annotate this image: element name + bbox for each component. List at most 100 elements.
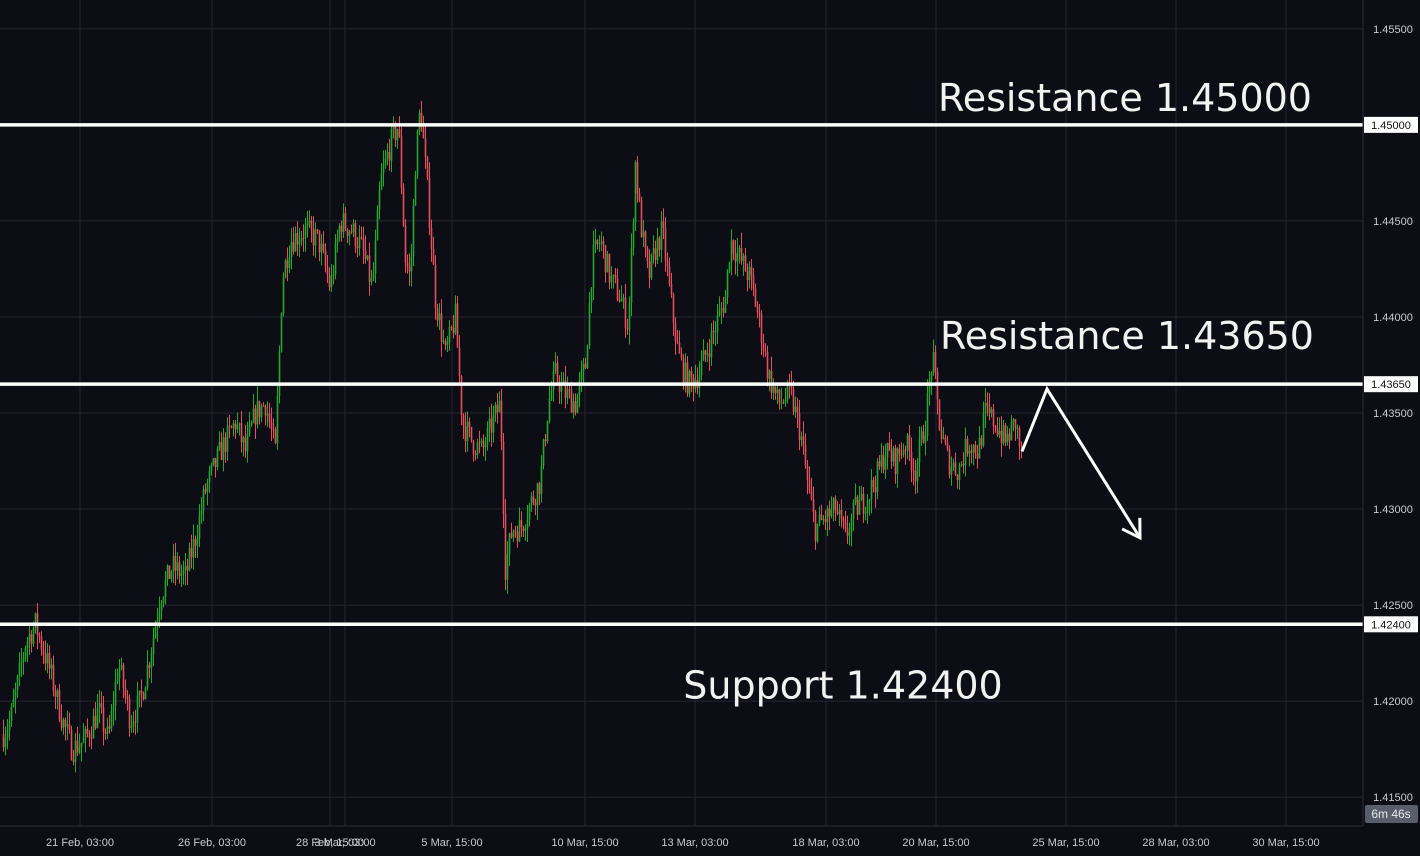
candle bbox=[654, 240, 657, 267]
candle bbox=[628, 296, 631, 345]
candle-body bbox=[208, 470, 211, 483]
candle-body bbox=[330, 275, 333, 288]
candle bbox=[282, 272, 285, 317]
candle-body bbox=[262, 405, 265, 407]
candle-body bbox=[178, 562, 181, 576]
candle bbox=[130, 715, 133, 733]
candle-body bbox=[122, 665, 125, 689]
candle-body bbox=[714, 331, 717, 333]
candle-body bbox=[634, 162, 637, 222]
candle-body bbox=[716, 315, 719, 332]
candle-body bbox=[830, 509, 833, 517]
candle bbox=[132, 711, 135, 734]
candle bbox=[644, 230, 647, 258]
candle-body bbox=[994, 426, 997, 429]
candle-body bbox=[550, 390, 553, 400]
candle bbox=[102, 695, 105, 746]
candle bbox=[90, 726, 93, 750]
candle bbox=[552, 361, 555, 402]
candle-body bbox=[554, 362, 557, 372]
candle bbox=[176, 552, 179, 580]
candle-body bbox=[282, 277, 285, 314]
candle bbox=[734, 240, 737, 275]
candle-body bbox=[340, 225, 343, 232]
candle-body bbox=[808, 480, 811, 491]
candle bbox=[304, 218, 307, 252]
candle bbox=[124, 679, 127, 704]
candle bbox=[868, 498, 871, 516]
candle bbox=[686, 356, 689, 398]
candle-body bbox=[668, 266, 671, 284]
candle bbox=[216, 445, 219, 471]
candle-body bbox=[94, 716, 97, 728]
candle bbox=[632, 217, 635, 256]
candle bbox=[264, 404, 267, 426]
candle-body bbox=[224, 437, 227, 452]
candle bbox=[562, 372, 565, 383]
candle bbox=[390, 124, 393, 173]
candle-body bbox=[338, 225, 341, 239]
candle bbox=[400, 127, 403, 195]
candle bbox=[1004, 422, 1007, 447]
candle-body bbox=[646, 247, 649, 262]
projection-path bbox=[1020, 385, 1142, 539]
candle bbox=[190, 534, 193, 569]
candle-body bbox=[334, 242, 337, 275]
candle-body bbox=[48, 652, 51, 669]
level-label: Support 1.42400 bbox=[683, 663, 1002, 707]
candle bbox=[202, 485, 205, 522]
candle-body bbox=[986, 402, 989, 406]
candle-body bbox=[432, 248, 435, 265]
candle bbox=[434, 255, 437, 320]
candle bbox=[178, 556, 181, 584]
candle-body bbox=[234, 423, 237, 430]
candle-body bbox=[222, 437, 225, 460]
candle bbox=[360, 226, 363, 240]
candle-body bbox=[964, 438, 967, 466]
candle bbox=[948, 445, 951, 479]
candle bbox=[430, 219, 433, 262]
candle-body bbox=[838, 510, 841, 514]
candle bbox=[230, 425, 233, 429]
candle bbox=[52, 655, 55, 697]
candle bbox=[554, 352, 557, 374]
candle-body bbox=[310, 220, 313, 230]
candle-body bbox=[100, 703, 103, 708]
candle bbox=[798, 400, 801, 451]
candle bbox=[822, 514, 825, 525]
candle bbox=[480, 437, 483, 447]
candle bbox=[766, 345, 769, 387]
candle bbox=[70, 725, 73, 761]
candle-body bbox=[588, 302, 591, 347]
candle bbox=[36, 603, 39, 650]
candle-body bbox=[680, 353, 683, 358]
candle bbox=[348, 230, 351, 246]
candle bbox=[998, 417, 1001, 439]
candle-body bbox=[744, 255, 747, 272]
candle-body bbox=[342, 213, 345, 232]
candle bbox=[646, 245, 649, 269]
candle bbox=[260, 403, 263, 423]
candle-body bbox=[590, 287, 593, 303]
candle bbox=[270, 407, 273, 442]
candle bbox=[582, 357, 585, 385]
candle bbox=[620, 285, 623, 302]
candle-body bbox=[938, 399, 941, 431]
candle-body bbox=[616, 278, 619, 300]
candle-body bbox=[996, 428, 999, 435]
candle bbox=[518, 507, 521, 543]
candle-body bbox=[894, 448, 897, 474]
candle-body bbox=[552, 371, 555, 391]
candle-body bbox=[136, 695, 139, 723]
candle bbox=[622, 293, 625, 309]
candle bbox=[92, 708, 95, 739]
candle bbox=[640, 196, 643, 238]
candle bbox=[428, 162, 431, 236]
candle bbox=[946, 435, 949, 452]
candle bbox=[926, 379, 929, 441]
candle-body bbox=[412, 205, 415, 257]
candle-body bbox=[794, 406, 797, 412]
candle bbox=[356, 237, 359, 258]
